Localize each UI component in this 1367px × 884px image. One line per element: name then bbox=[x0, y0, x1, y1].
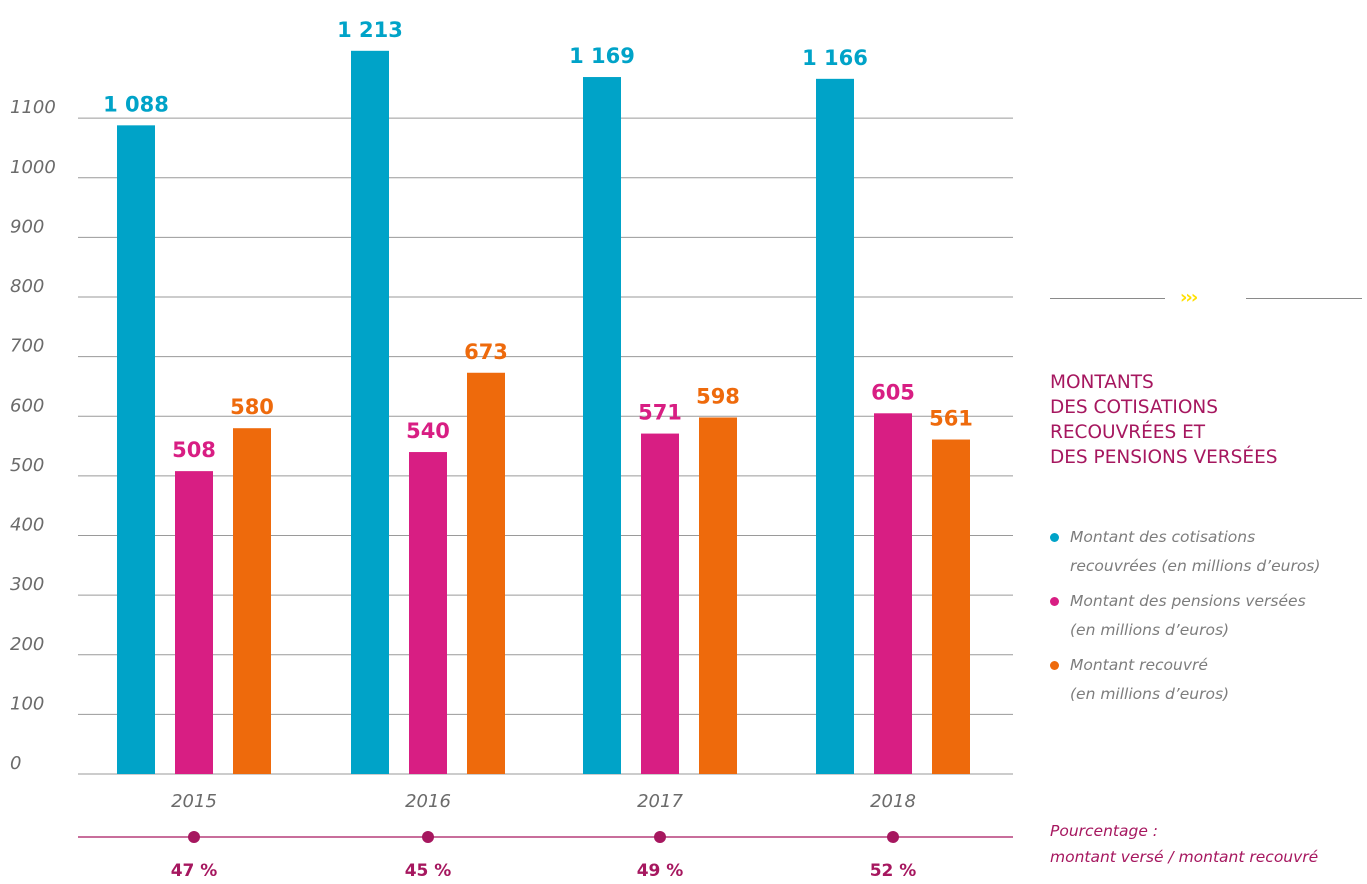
y-tick-label: 700 bbox=[10, 336, 44, 357]
y-tick-label: 200 bbox=[10, 634, 44, 655]
x-tick-label: 2016 bbox=[405, 791, 451, 812]
percentage-marker-icon bbox=[422, 831, 434, 843]
value-label: 561 bbox=[929, 407, 973, 431]
value-label: 580 bbox=[230, 395, 274, 419]
bars bbox=[117, 50, 970, 775]
separator-line-right bbox=[1246, 298, 1362, 299]
value-label: 598 bbox=[696, 384, 740, 408]
x-tick-label: 2017 bbox=[637, 791, 683, 812]
legend-dot-icon bbox=[1050, 533, 1059, 542]
y-tick-label: 600 bbox=[10, 395, 44, 416]
legend-label: (en millions d’euros) bbox=[1070, 621, 1230, 639]
bar-chart: 0 100 200 300 400 500 600 700 800 900 1000 1100 1 0… bbox=[10, 18, 1013, 881]
legend-label: recouvrées (en millions d’euros) bbox=[1070, 557, 1321, 575]
separator-line-left bbox=[1050, 298, 1165, 299]
side-panel: ››› MONTANTS DES COTISATIONS RECOUVRÉES … bbox=[1050, 0, 1362, 884]
x-tick-label: 2018 bbox=[870, 791, 916, 812]
legend-dot-icon bbox=[1050, 661, 1059, 670]
bar bbox=[583, 77, 621, 775]
y-tick-label: 800 bbox=[10, 276, 44, 297]
y-tick-label: 500 bbox=[10, 455, 44, 476]
bar bbox=[699, 417, 737, 774]
x-tick-label: 2015 bbox=[171, 791, 217, 812]
value-label: 1 088 bbox=[103, 92, 169, 116]
value-label: 540 bbox=[406, 419, 450, 443]
percentage-caption-line: montant versé / montant recouvré bbox=[1050, 848, 1319, 866]
bar bbox=[409, 452, 447, 774]
value-label: 605 bbox=[871, 380, 915, 404]
panel-title-line: RECOUVRÉES ET bbox=[1050, 422, 1206, 443]
legend-label: (en millions d’euros) bbox=[1070, 685, 1230, 703]
bar bbox=[233, 428, 271, 774]
legend-label: Montant recouvré bbox=[1070, 656, 1208, 674]
percentage-label: 45 % bbox=[405, 861, 452, 881]
legend-item-recouvre: Montant recouvré (en millions d’euros) bbox=[1050, 651, 1362, 709]
percentage-label: 52 % bbox=[870, 861, 917, 881]
legend-item-cotisations: Montant des cotisations recouvrées (en m… bbox=[1050, 523, 1362, 581]
x-axis-ticks: 2015 2016 2017 2018 bbox=[171, 791, 916, 812]
percentage-caption: Pourcentage : montant versé / montant re… bbox=[1050, 818, 1318, 870]
y-tick-label: 300 bbox=[10, 574, 44, 595]
value-label: 1 213 bbox=[337, 18, 403, 42]
value-label: 673 bbox=[464, 340, 508, 364]
percentage-marker-icon bbox=[887, 831, 899, 843]
bar bbox=[932, 439, 970, 774]
chevrons-icon: ››› bbox=[1180, 287, 1198, 308]
bar bbox=[816, 78, 854, 774]
y-tick-label: 100 bbox=[10, 693, 44, 714]
percentage-caption-line: Pourcentage : bbox=[1050, 822, 1159, 840]
percentage-row: 47 % 45 % 49 % 52 % bbox=[78, 831, 1013, 881]
value-label: 1 166 bbox=[802, 46, 868, 70]
value-label: 1 169 bbox=[569, 44, 635, 68]
bar bbox=[874, 413, 912, 774]
y-tick-label: 0 bbox=[10, 753, 21, 774]
y-axis-ticks: 0 100 200 300 400 500 600 700 800 900 1000 1100 bbox=[10, 97, 56, 774]
percentage-label: 47 % bbox=[171, 861, 218, 881]
panel-title-line: DES COTISATIONS bbox=[1050, 397, 1218, 418]
bar bbox=[175, 471, 213, 774]
gridlines bbox=[78, 117, 1013, 775]
percentage-marker-icon bbox=[188, 831, 200, 843]
bar bbox=[117, 125, 155, 774]
legend-label: Montant des pensions versées bbox=[1070, 592, 1306, 610]
legend-dot-icon bbox=[1050, 597, 1059, 606]
bar bbox=[641, 433, 679, 774]
legend-label: Montant des cotisations bbox=[1070, 528, 1256, 546]
y-tick-label: 900 bbox=[10, 216, 44, 237]
percentage-marker-icon bbox=[654, 831, 666, 843]
y-tick-label: 1100 bbox=[10, 97, 56, 118]
panel-title-line: DES PENSIONS VERSÉES bbox=[1050, 447, 1278, 468]
bar bbox=[351, 50, 389, 775]
value-labels: 1 088 1 213 1 169 1 166 508 540 571 605 580 673 59… bbox=[103, 18, 973, 462]
value-label: 571 bbox=[638, 401, 682, 425]
percentage-label: 49 % bbox=[637, 861, 684, 881]
panel-title-line: MONTANTS bbox=[1050, 372, 1154, 393]
y-tick-label: 1000 bbox=[10, 157, 56, 178]
value-label: 508 bbox=[172, 438, 216, 462]
y-tick-label: 400 bbox=[10, 515, 44, 536]
legend-item-pensions: Montant des pensions versées (en million… bbox=[1050, 587, 1362, 645]
bar bbox=[467, 372, 505, 774]
panel-title: MONTANTS DES COTISATIONS RECOUVRÉES ET D… bbox=[1050, 370, 1362, 470]
legend: Montant des cotisations recouvrées (en m… bbox=[1050, 523, 1362, 715]
